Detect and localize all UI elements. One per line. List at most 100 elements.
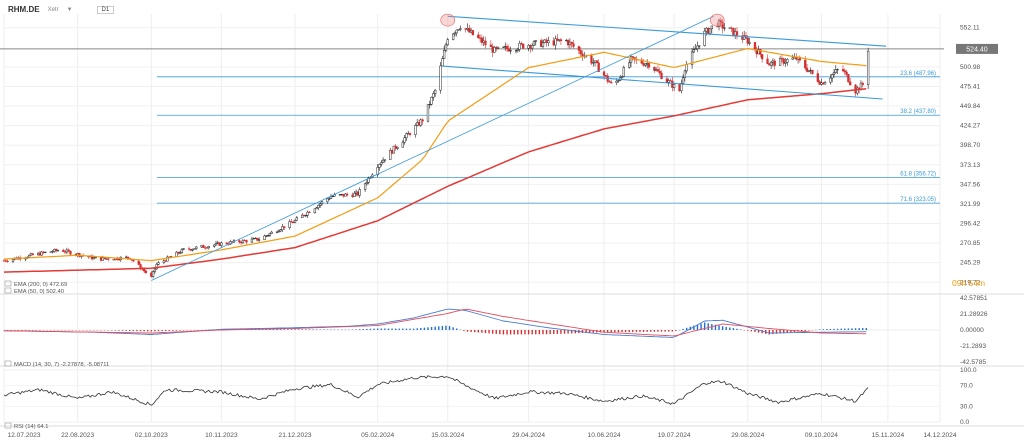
candle-body <box>856 87 859 94</box>
macd-histogram-bar <box>470 330 472 332</box>
macd-histogram-bar <box>463 330 465 331</box>
candle-body <box>426 104 430 122</box>
fib-level-label: 61.8 (356.72) <box>900 171 936 177</box>
candle-body <box>125 256 128 258</box>
macd-histogram-bar <box>290 329 293 330</box>
candle-body <box>590 55 593 64</box>
candle-body <box>822 82 825 85</box>
macd-histogram-bar <box>527 330 530 335</box>
candle-body <box>396 147 399 149</box>
candle-body <box>579 50 582 55</box>
macd-histogram-bar <box>822 329 824 330</box>
macd-histogram-bar <box>833 328 835 330</box>
ema200-legend: EMA (200, 0) 472.69 <box>14 282 67 288</box>
macd-histogram-bar <box>154 330 156 332</box>
candle-body <box>315 207 318 210</box>
candle-body <box>430 97 433 105</box>
macd-histogram-bar <box>628 330 630 332</box>
candle-body <box>482 40 485 43</box>
macd-histogram-bar <box>725 326 727 330</box>
price-axis: 219.72 245.29 270.85 296.42 321.99 347.56 373.… <box>952 25 998 288</box>
macd-histogram-bar <box>506 330 508 335</box>
candle-body <box>595 60 599 64</box>
macd-histogram-bar <box>721 326 724 330</box>
candle-body <box>671 80 674 88</box>
macd-histogram-bar <box>308 329 311 330</box>
macd-histogram-bar <box>172 330 174 331</box>
candle-body <box>778 58 782 66</box>
candle-body <box>453 32 457 35</box>
macd-histogram-bar <box>369 328 372 330</box>
macd-histogram-bar <box>297 329 300 331</box>
candle-body <box>164 260 167 262</box>
candle-body <box>51 251 54 253</box>
candle-body <box>690 51 694 65</box>
candle-body <box>696 45 699 49</box>
candle-body <box>187 248 191 250</box>
candle-body <box>514 50 518 52</box>
candle-body <box>698 45 701 47</box>
macd-histogram-bar <box>617 330 620 333</box>
macd-histogram-bar <box>829 328 832 330</box>
macd-histogram-bar <box>603 330 605 333</box>
macd-histogram-bar <box>800 330 803 332</box>
macd-histogram-bar <box>567 330 569 334</box>
macd-histogram-bar <box>808 330 810 331</box>
macd-histogram-bar <box>650 330 652 332</box>
y-tick-label: 296.42 <box>960 221 981 228</box>
macd-histogram-bar <box>132 330 135 332</box>
candle-body <box>376 167 379 176</box>
candle-body <box>200 245 203 248</box>
candle-body <box>834 69 837 73</box>
macd-legend: MACD (14, 30, 7) -2.27878, -5.08711 <box>14 362 109 368</box>
candle-body <box>849 81 852 86</box>
candle-body <box>191 249 194 251</box>
candle-body <box>238 240 241 243</box>
candle-body <box>189 249 192 251</box>
candle-body <box>142 268 146 272</box>
macd-histogram-bar <box>402 328 404 331</box>
candle-body <box>786 59 789 63</box>
candle-body <box>717 20 721 27</box>
macd-y-tick-label: -42.5785 <box>960 359 986 366</box>
candle-body <box>504 46 507 48</box>
macd-histogram-bar <box>466 330 469 332</box>
symbol-dropdown-caret-icon[interactable]: ▼ <box>66 6 73 13</box>
x-tick-label: 05.02.2024 <box>361 432 394 439</box>
macd-histogram-bar <box>714 324 717 331</box>
macd-histogram-bar <box>430 326 433 330</box>
highlight-circle <box>709 13 725 27</box>
candle-body <box>557 39 561 41</box>
y-tick-label: 373.13 <box>960 162 981 169</box>
candle-body <box>137 260 140 265</box>
macd-histogram-bar <box>380 328 382 331</box>
macd-histogram-bar <box>438 326 440 330</box>
macd-y-tick-label: 0.00000 <box>960 327 984 334</box>
candle-body <box>816 73 819 82</box>
macd-histogram-bar <box>441 325 444 330</box>
candle-body <box>667 80 670 83</box>
macd-histogram-bar <box>376 328 379 330</box>
candle-body <box>308 211 311 213</box>
macd-histogram-bar <box>366 328 368 330</box>
candle-body <box>570 41 573 44</box>
macd-histogram-bar <box>495 330 497 334</box>
macd-histogram-bar <box>840 328 842 330</box>
candle-body <box>218 242 221 246</box>
macd-histogram-bar <box>416 328 418 330</box>
candle-body <box>464 28 467 30</box>
candle-body <box>771 60 775 63</box>
candle-body <box>245 240 248 243</box>
candle-body <box>180 249 184 254</box>
candle-body <box>759 49 762 55</box>
x-tick-label: 10.06.2024 <box>588 432 621 439</box>
candle-body <box>552 40 555 46</box>
candle-body <box>414 125 417 135</box>
rsi-legend: RSI (14) 64.1 <box>14 424 48 430</box>
macd-legend-icon <box>4 360 12 367</box>
x-tick-label: 14.12.2024 <box>923 432 956 439</box>
macd-histogram-bar <box>790 330 792 333</box>
timeframe-button[interactable]: D1 <box>96 5 115 14</box>
macd-histogram-bar <box>660 330 663 332</box>
